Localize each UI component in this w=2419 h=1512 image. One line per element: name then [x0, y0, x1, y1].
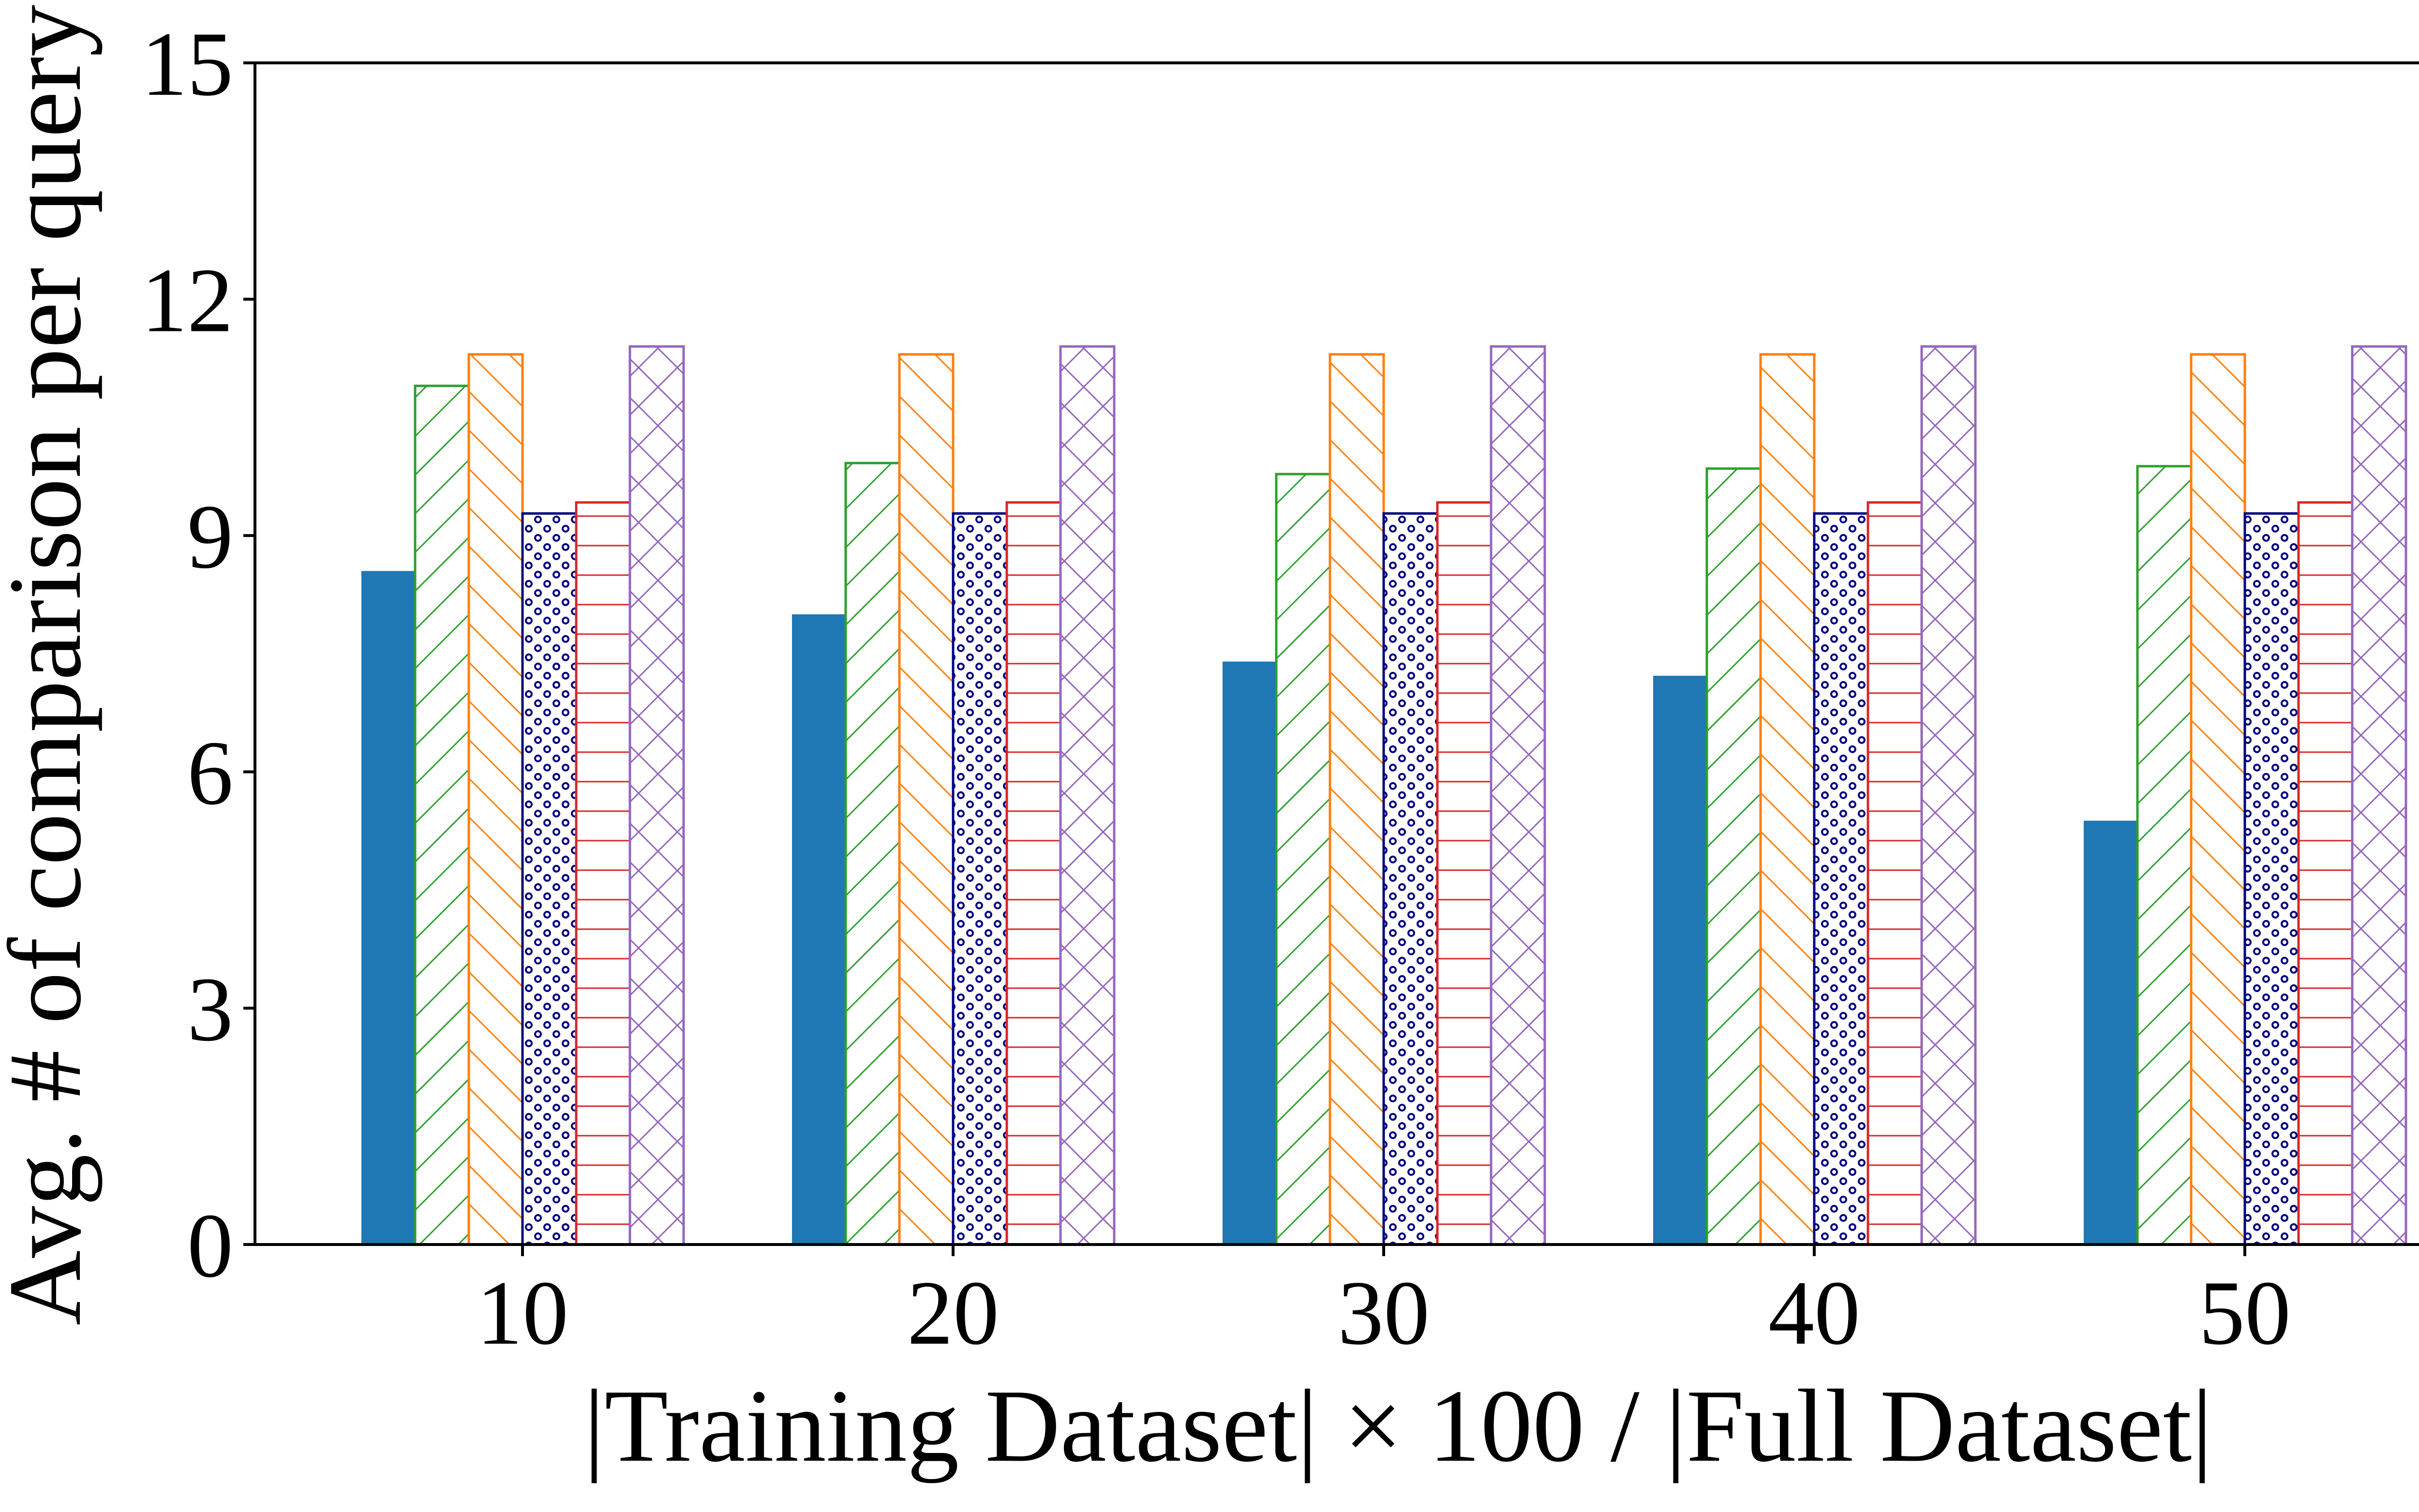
- y-axis-title: Avg. # of comparison per query: [0, 5, 103, 1326]
- bars-layer: [361, 345, 2407, 1246]
- bar-series-6-40: [1920, 345, 1977, 1246]
- y-tick-label-12: 12: [141, 250, 233, 352]
- bar-series-2-30: [1275, 473, 1331, 1246]
- bar-series-5-20: [1005, 501, 1062, 1246]
- bar-series-4-50: [2243, 512, 2300, 1246]
- bar-series-1-30: [1223, 661, 1276, 1245]
- bar-series-3-10: [467, 353, 524, 1246]
- bar-series-5-10: [575, 501, 631, 1246]
- x-tick-label-10: 10: [477, 1262, 568, 1364]
- x-tick-label-20: 20: [907, 1262, 999, 1364]
- y-tick-label-9: 9: [187, 486, 233, 588]
- bar-series-6-30: [1490, 345, 1546, 1246]
- y-tick-label-3: 3: [187, 959, 233, 1060]
- bar-series-4-20: [952, 512, 1008, 1246]
- bar-series-3-30: [1329, 353, 1385, 1246]
- bar-series-5-40: [1867, 501, 1923, 1246]
- bar-series-4-10: [521, 512, 578, 1246]
- bar-series-1-20: [792, 614, 846, 1245]
- y-tick-label-6: 6: [187, 723, 233, 824]
- axes-layer: 0 3 6 9 12 15 10 20 30 40 50: [141, 14, 2419, 1364]
- bar-series-1-40: [1653, 676, 1707, 1245]
- plot-frame: [254, 61, 2419, 1246]
- x-axis-title: |Training Dataset| × 100 / |Full Dataset…: [584, 1368, 2213, 1483]
- labels-layer: |Training Dataset| × 100 / |Full Dataset…: [0, 5, 2212, 1483]
- x-tick-label-50: 50: [2199, 1262, 2291, 1364]
- bar-series-6-10: [628, 345, 685, 1246]
- bar-series-2-20: [844, 461, 901, 1246]
- bar-series-5-50: [2297, 501, 2354, 1246]
- bar-series-2-10: [414, 385, 470, 1246]
- bar-series-1-50: [2084, 820, 2137, 1245]
- bar-series-6-50: [2351, 345, 2407, 1246]
- y-tick-label-15: 15: [141, 14, 233, 115]
- bar-series-4-40: [1813, 512, 1869, 1246]
- bar-series-3-50: [2190, 353, 2246, 1246]
- x-tick-label-30: 30: [1338, 1262, 1430, 1364]
- bar-series-2-50: [2136, 465, 2193, 1246]
- bar-series-4-30: [1382, 512, 1439, 1246]
- bar-series-2-40: [1705, 467, 1762, 1246]
- x-tick-label-40: 40: [1768, 1262, 1860, 1364]
- y-tick-label-0: 0: [187, 1195, 233, 1297]
- bar-series-5-30: [1436, 501, 1493, 1246]
- bar-series-6-20: [1059, 345, 1116, 1246]
- bar-series-3-40: [1759, 353, 1816, 1246]
- bar-series-1-10: [361, 571, 415, 1245]
- bar-series-3-20: [898, 353, 955, 1246]
